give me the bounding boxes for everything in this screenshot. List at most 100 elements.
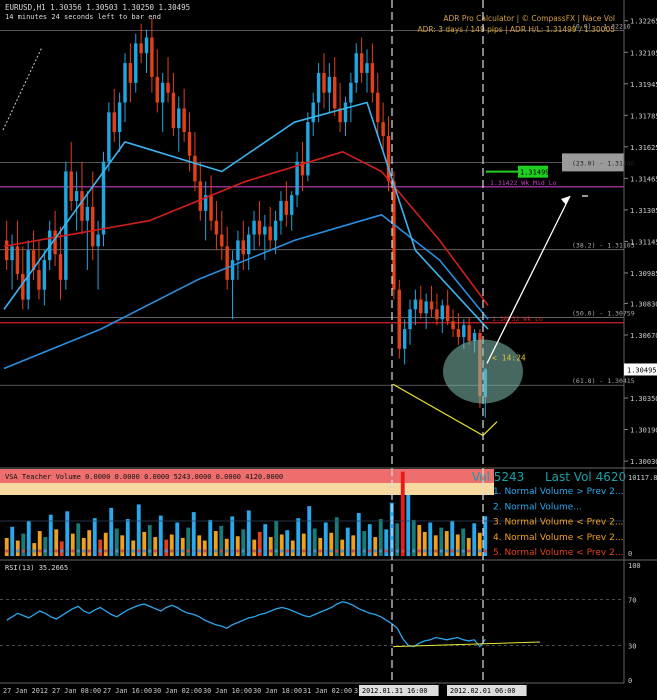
rsi-tick-label: 100: [628, 562, 641, 570]
volume-bar: [4, 537, 9, 556]
candle-body: [349, 82, 353, 103]
candle-body: [31, 250, 36, 270]
volume-bar: [318, 537, 323, 556]
volume-dot: [340, 549, 344, 553]
volume-dot: [461, 549, 465, 553]
volume-bar: [461, 528, 466, 556]
level-label: (50.0) - 1.30759: [572, 309, 635, 317]
x-tick-box: [359, 685, 439, 696]
volume-bar: [439, 527, 444, 556]
volume-dot: [225, 549, 229, 553]
volume-dot: [401, 549, 405, 553]
volume-dot: [186, 549, 190, 553]
volume-bar: [466, 537, 471, 556]
level-label: (38.2) - 1.31103: [572, 242, 635, 250]
ma-fast-line: [3, 101, 489, 330]
fib-box: [562, 153, 624, 172]
volume-bar: [422, 531, 427, 556]
volume-dot: [258, 549, 262, 553]
volume-bar: [444, 531, 449, 556]
volume-bar: [307, 506, 312, 556]
candle-body: [456, 329, 461, 337]
volume-bar: [26, 520, 31, 556]
rsi-tick-label: 30: [628, 643, 636, 651]
candle-body: [42, 260, 47, 290]
rsi-line: [6, 601, 486, 648]
ma-slow-line: [3, 214, 489, 370]
volume-legend-item: 1. Normal Volume > Prev 2...: [493, 487, 623, 497]
candle-body: [316, 72, 321, 103]
candle-body: [15, 246, 20, 274]
candle-body: [440, 305, 445, 320]
volume-dot: [351, 549, 355, 553]
projection-line: [2, 46, 43, 131]
candle-body: [128, 63, 133, 83]
volume-bar: [10, 526, 15, 556]
volume-bar: [191, 512, 196, 556]
volume-dot: [450, 549, 454, 553]
volume-bar: [356, 513, 361, 556]
volume-bars: [0, 469, 624, 556]
candle-body: [365, 63, 369, 73]
candle-body: [85, 206, 90, 221]
candle-body: [37, 269, 41, 290]
volume-bar: [279, 534, 284, 556]
current-price-box: [624, 363, 657, 376]
candle-body: [123, 63, 127, 103]
volume-dot: [285, 549, 289, 553]
price-tick-label: 1.30350: [630, 395, 657, 403]
volume-bar: [406, 494, 411, 556]
volume-dot: [148, 549, 152, 553]
price-tick-label: 1.31945: [630, 81, 657, 89]
candle-body: [225, 246, 229, 280]
volume-bar: [235, 536, 240, 556]
volume-dot: [98, 549, 102, 553]
candle-body: [10, 246, 14, 261]
volume-bar: [224, 538, 229, 556]
volume-dot: [395, 549, 399, 553]
candle-body: [177, 108, 181, 129]
volume-dot: [307, 549, 311, 553]
volume-dot: [137, 549, 141, 553]
candle-body: [187, 132, 192, 156]
candle-body: [289, 195, 294, 215]
candle-body: [21, 273, 25, 300]
candle-body: [117, 102, 122, 133]
volume-bar: [433, 535, 438, 556]
volume-dot: [27, 549, 31, 553]
volume-bar: [367, 524, 372, 556]
volume-bar: [450, 520, 455, 556]
candle-body: [150, 37, 154, 77]
trend-line: [392, 383, 484, 436]
candle-body: [451, 321, 455, 330]
arrow-head: [561, 196, 570, 205]
candle-body: [408, 309, 412, 330]
volume-dot: [43, 549, 47, 553]
volume-dot: [384, 549, 388, 553]
annotations: 1.31499 1.30495 < 14:24: [2, 46, 657, 436]
volume-dot: [417, 549, 421, 553]
bar-timer: < 14:24: [492, 353, 526, 362]
volume-dot: [373, 549, 377, 553]
volume-bar: [428, 522, 433, 556]
candle-body: [257, 220, 262, 235]
volume-bar: [329, 532, 334, 556]
volume-bar: [158, 515, 163, 556]
volume-bar: [136, 504, 141, 556]
price-tick-label: 1.31465: [630, 175, 657, 183]
volume-bar: [131, 540, 136, 556]
candle-body: [236, 240, 240, 261]
candle-body: [69, 171, 73, 202]
candle-body: [284, 201, 289, 215]
volume-dot: [472, 549, 476, 553]
candle-body: [419, 299, 423, 314]
volume-dot: [252, 549, 256, 553]
volume-dot: [362, 549, 366, 553]
volume-dot: [153, 549, 157, 553]
volume-dot: [115, 549, 119, 553]
candle-body: [300, 161, 305, 176]
volume-legend-item: 5. Normal Volume < Prev 2...: [493, 548, 623, 558]
volume-dot: [170, 549, 174, 553]
volume-bar: [87, 530, 92, 556]
volume-bar: [455, 534, 460, 556]
